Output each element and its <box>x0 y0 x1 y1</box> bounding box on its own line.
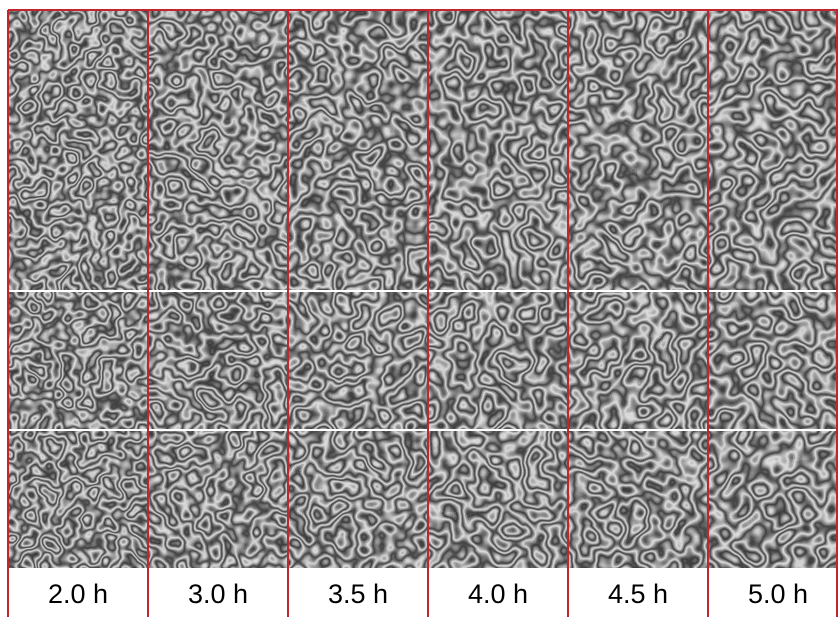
pattern-tile <box>568 430 708 568</box>
time-label: 2.0 h <box>48 579 108 609</box>
pattern-tile <box>8 10 148 291</box>
pattern-tile <box>148 291 288 430</box>
pattern-tile <box>288 291 428 430</box>
time-label: 5.0 h <box>748 579 808 609</box>
panels <box>8 10 838 568</box>
pattern-tile <box>568 10 708 291</box>
pattern-tile <box>708 10 838 291</box>
time-label: 3.0 h <box>188 579 248 609</box>
pattern-tile <box>428 10 568 291</box>
pattern-tile <box>288 10 428 291</box>
pattern-tile <box>8 291 148 430</box>
time-label: 4.5 h <box>608 579 668 609</box>
pattern-tile <box>428 291 568 430</box>
pattern-tile <box>148 430 288 568</box>
pattern-tile <box>428 430 568 568</box>
figure: 2.0 h 3.0 h 3.5 h 4.0 h 4.5 h 5.0 h <box>0 0 838 617</box>
time-label: 4.0 h <box>468 579 528 609</box>
pattern-tile <box>568 291 708 430</box>
pattern-tile <box>8 430 148 568</box>
pattern-tile <box>148 10 288 291</box>
pattern-tile <box>708 291 838 430</box>
pattern-tile <box>708 430 838 568</box>
time-label: 3.5 h <box>328 579 388 609</box>
pattern-tile <box>288 430 428 568</box>
